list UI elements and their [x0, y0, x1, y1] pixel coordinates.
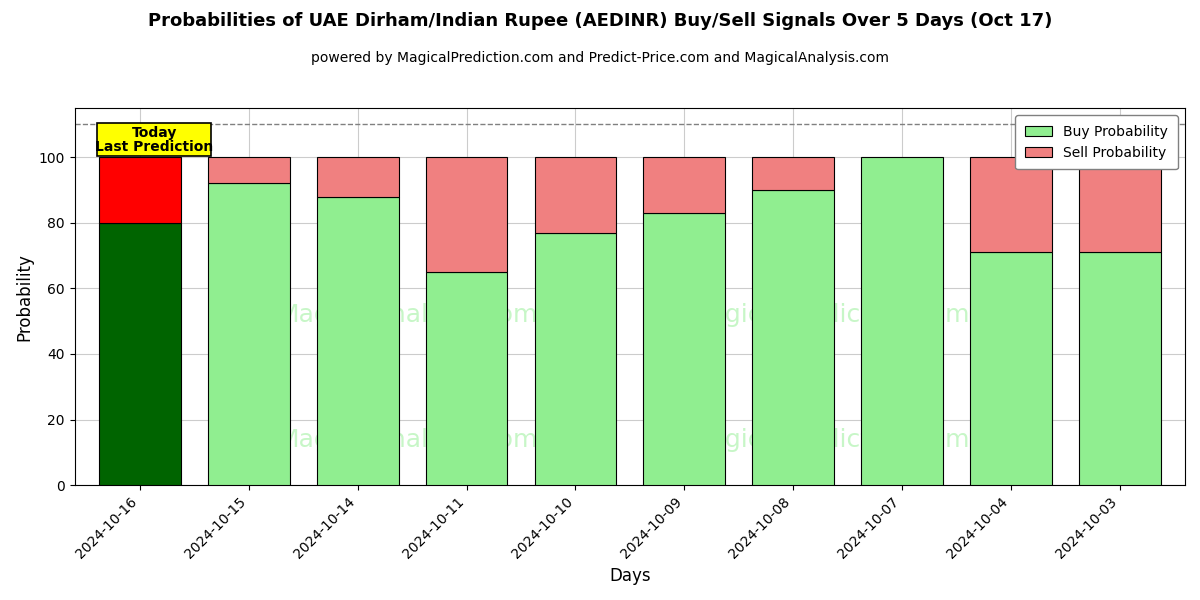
Bar	[534, 157, 617, 233]
Bar	[426, 157, 508, 272]
Text: MagicalPrediction.com: MagicalPrediction.com	[689, 304, 971, 328]
Bar	[643, 157, 725, 213]
Text: Today: Today	[132, 125, 176, 140]
X-axis label: Days: Days	[610, 567, 650, 585]
Bar	[208, 157, 289, 184]
Bar	[752, 190, 834, 485]
Legend: Buy Probability, Sell Probability: Buy Probability, Sell Probability	[1015, 115, 1178, 169]
Bar	[426, 272, 508, 485]
Bar	[862, 157, 943, 485]
Text: MagicalAnalysis.com: MagicalAnalysis.com	[277, 428, 538, 452]
Bar	[100, 223, 181, 485]
Bar	[534, 233, 617, 485]
Text: Last Prediction: Last Prediction	[95, 140, 214, 154]
FancyBboxPatch shape	[97, 123, 211, 155]
Bar	[970, 253, 1051, 485]
Bar	[752, 157, 834, 190]
Text: MagicalAnalysis.com: MagicalAnalysis.com	[277, 304, 538, 328]
Bar	[317, 197, 398, 485]
Bar	[970, 157, 1051, 253]
Y-axis label: Probability: Probability	[16, 253, 34, 341]
Text: powered by MagicalPrediction.com and Predict-Price.com and MagicalAnalysis.com: powered by MagicalPrediction.com and Pre…	[311, 51, 889, 65]
Bar	[208, 184, 289, 485]
Bar	[1079, 253, 1160, 485]
Text: Probabilities of UAE Dirham/Indian Rupee (AEDINR) Buy/Sell Signals Over 5 Days (: Probabilities of UAE Dirham/Indian Rupee…	[148, 12, 1052, 30]
Bar	[100, 157, 181, 223]
Bar	[643, 213, 725, 485]
Bar	[1079, 157, 1160, 253]
Text: MagicalPrediction.com: MagicalPrediction.com	[689, 428, 971, 452]
Bar	[317, 157, 398, 197]
